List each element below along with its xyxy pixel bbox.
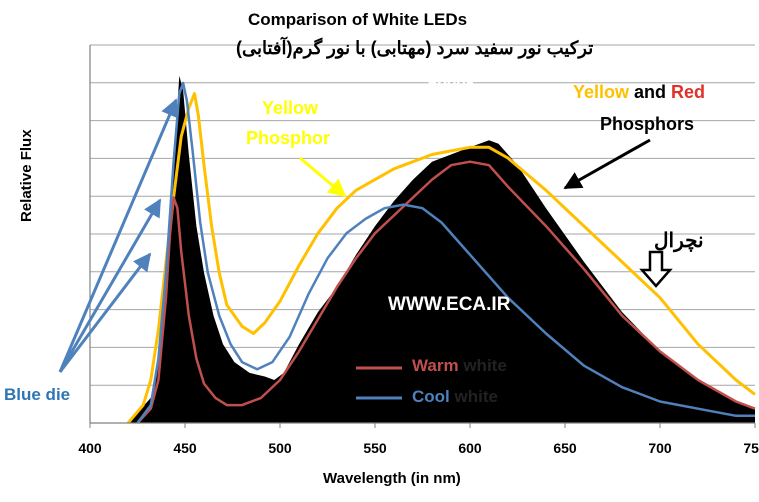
yrp-red-word: Red bbox=[671, 82, 706, 102]
x-tick-label: 750 bbox=[743, 440, 759, 456]
yrp-yellow-word: Yellow bbox=[573, 82, 630, 102]
yellow-phosphor-arrow bbox=[299, 156, 347, 198]
yellow-phosphor-label-line1: Yellow bbox=[262, 98, 319, 118]
legend-warm-white: Warm white bbox=[412, 356, 507, 376]
yellow-phosphor-label-line2: Phosphor bbox=[246, 128, 330, 148]
down-arrow-icon bbox=[639, 250, 673, 288]
series-line-cool-white bbox=[136, 81, 755, 424]
blue-die-arrow bbox=[58, 98, 178, 373]
yrp-phosphors-word: Phosphors bbox=[600, 114, 695, 134]
watermark-text: WWW.ECA.IR bbox=[388, 294, 511, 315]
manufacturer-label: نچرال bbox=[654, 230, 704, 252]
yellow-red-phosphors-label: Yellow and Red bbox=[573, 82, 705, 103]
x-tick-label: 700 bbox=[648, 440, 672, 456]
axes bbox=[89, 45, 755, 424]
legend-warm-rest: white bbox=[458, 356, 507, 375]
x-tick-label: 650 bbox=[553, 440, 577, 456]
cct-cool-label: 6000K bbox=[428, 74, 479, 93]
cct-warm-label: 3000K bbox=[266, 66, 317, 85]
series-line-yellow-phosphor bbox=[126, 92, 756, 424]
x-axis-label: Wavelength (in nm) bbox=[323, 470, 461, 487]
series-line-warm-white bbox=[136, 160, 756, 424]
y-axis-label: Relative Flux bbox=[18, 129, 35, 222]
yrp-and-word: and bbox=[629, 82, 672, 102]
yrp-arrow bbox=[563, 138, 651, 190]
annotation-arrows bbox=[58, 98, 673, 400]
x-tick-label: 550 bbox=[363, 440, 387, 456]
chart-subtitle: ترکیب نور سفید سرد (مهتابی) با نور گرم(آ… bbox=[236, 38, 594, 58]
x-tick-label: 400 bbox=[78, 440, 102, 456]
blue-die-arrow bbox=[58, 198, 162, 373]
black-envelope-layer bbox=[128, 75, 755, 423]
legend-warm-colored: Warm bbox=[412, 356, 459, 375]
chart-title: Comparison of White LEDs bbox=[248, 10, 468, 29]
legend-cool-colored: Cool bbox=[412, 387, 450, 406]
x-tick-label: 450 bbox=[173, 440, 197, 456]
blue-die-label: Blue die bbox=[4, 385, 71, 404]
legend-cool-rest: white bbox=[449, 387, 498, 406]
black-envelope-area bbox=[128, 75, 755, 423]
x-tick-labels: 400 450 500 550 600 650 700 750 bbox=[78, 423, 759, 456]
blue-die-arrow bbox=[58, 252, 152, 373]
legend-cool-white: Cool white bbox=[412, 387, 498, 407]
x-tick-label: 600 bbox=[458, 440, 482, 456]
x-tick-label: 500 bbox=[268, 440, 292, 456]
series-lines-layer bbox=[126, 81, 756, 424]
